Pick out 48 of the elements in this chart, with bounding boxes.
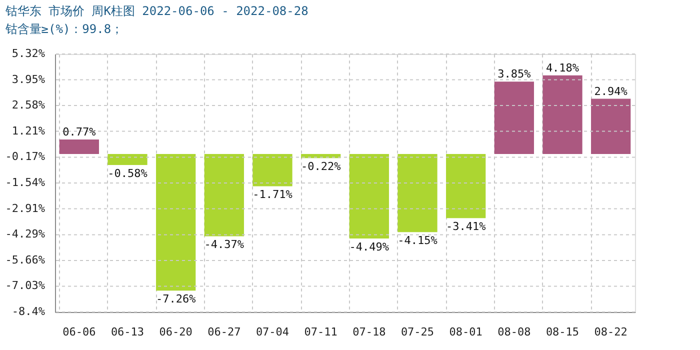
bar bbox=[542, 75, 582, 154]
bar bbox=[446, 154, 486, 218]
x-tick-label: 08-22 bbox=[594, 326, 628, 338]
bar bbox=[204, 154, 244, 236]
y-tick-label: 3.95% bbox=[12, 72, 46, 86]
y-tick-label: -1.54% bbox=[5, 176, 46, 189]
data-label: -0.58% bbox=[108, 166, 148, 180]
x-tick-label: 06-27 bbox=[208, 326, 241, 338]
data-label: -1.71% bbox=[252, 188, 293, 202]
data-label: -4.15% bbox=[398, 234, 438, 248]
y-tick-label: -4.29% bbox=[5, 228, 46, 241]
x-tick-label: 08-08 bbox=[498, 326, 531, 338]
x-tick-label: 07-11 bbox=[304, 326, 338, 338]
bar bbox=[59, 140, 99, 154]
x-tick-label: 07-04 bbox=[256, 326, 290, 338]
chart-subtitle: 钴含量≥(%)：99.8； bbox=[4, 22, 124, 36]
x-tick-label: 06-06 bbox=[62, 326, 96, 338]
bar bbox=[252, 154, 292, 186]
y-tick-label: -2.91% bbox=[5, 202, 46, 215]
x-tick-label: 08-01 bbox=[449, 326, 482, 338]
y-tick-label: -5.66% bbox=[5, 253, 46, 266]
y-tick-label: 1.21% bbox=[12, 124, 46, 138]
data-label: -4.37% bbox=[204, 238, 244, 252]
data-label: 3.85% bbox=[498, 68, 532, 81]
x-tick-label: 06-13 bbox=[110, 326, 144, 338]
bar bbox=[108, 154, 148, 165]
chart-title: 钴华东 市场价 周K柱图 2022-06-06 - 2022-08-28 bbox=[4, 4, 308, 18]
data-label: -0.22% bbox=[300, 160, 342, 174]
bar bbox=[494, 82, 534, 154]
data-label: -7.26% bbox=[156, 292, 196, 306]
data-label: 2.94% bbox=[594, 84, 628, 98]
bar bbox=[349, 154, 389, 238]
y-tick-label: -7.03% bbox=[5, 279, 46, 292]
bar bbox=[156, 154, 196, 291]
y-tick-label: -0.17% bbox=[5, 150, 46, 164]
y-tick-label: 5.32% bbox=[12, 47, 46, 60]
x-tick-label: 07-18 bbox=[352, 326, 386, 338]
bar bbox=[591, 98, 631, 154]
data-label: 0.77% bbox=[62, 126, 96, 139]
y-tick-label: 2.58% bbox=[12, 98, 46, 112]
data-label: -4.49% bbox=[349, 240, 390, 254]
data-label: -3.41% bbox=[446, 220, 486, 234]
y-tick-label: -8.4% bbox=[12, 305, 46, 318]
x-tick-label: 08-15 bbox=[546, 326, 580, 338]
data-label: 4.18% bbox=[546, 61, 580, 74]
x-tick-label: 07-25 bbox=[400, 326, 434, 338]
x-tick-label: 06-20 bbox=[159, 326, 192, 338]
bar bbox=[398, 154, 438, 232]
